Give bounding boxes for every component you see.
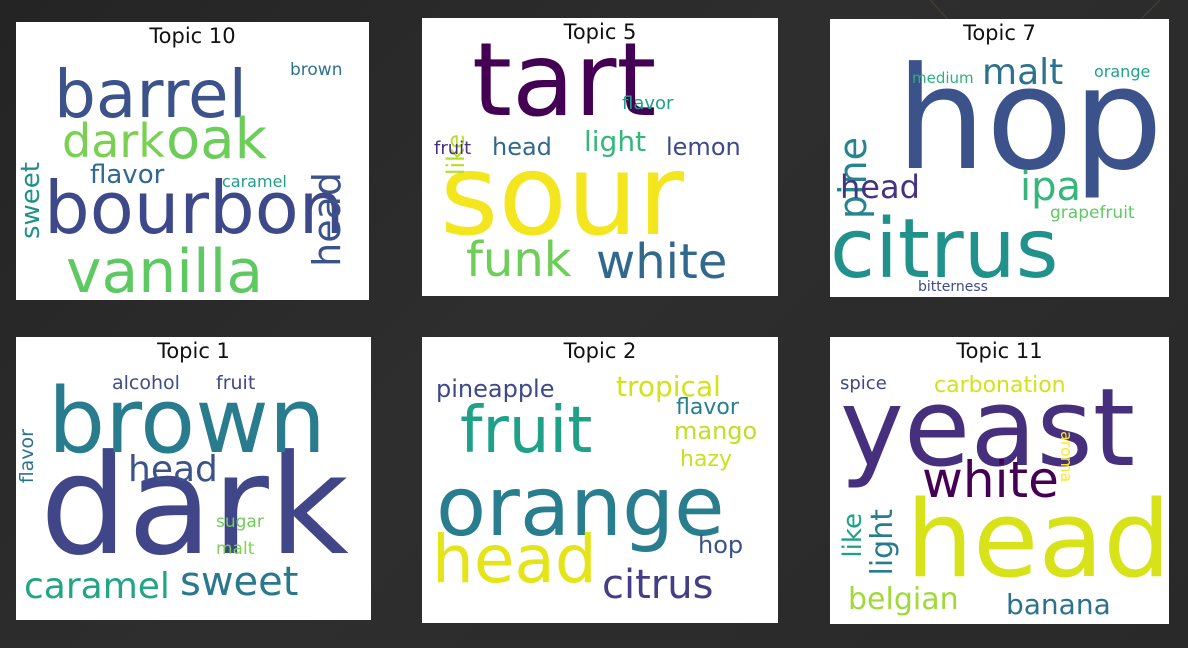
word-yeast: yeast (840, 366, 1136, 491)
wordcloud-panel-topic-11: Topic 11 yeast head white light like belgian b… (830, 337, 1169, 624)
chart-title: Topic 11 (956, 339, 1043, 363)
word-oak: oak (166, 107, 268, 172)
word-ipa: ipa (1020, 164, 1082, 210)
word-orange: orange (1094, 62, 1151, 81)
wordcloud-panel-topic-5: Topic 5 sour tart white funk light lemon head l… (422, 18, 778, 296)
word-malt: malt (216, 539, 255, 559)
word-head: head (305, 172, 349, 267)
word-brown: brown (290, 60, 343, 80)
word-tart: tart (472, 21, 657, 140)
word-light: light (865, 509, 900, 576)
word-orange: orange (436, 460, 725, 555)
word-head: head (432, 521, 597, 598)
word-fruit: fruit (460, 394, 593, 468)
word-funk: funk (466, 232, 572, 288)
word-white: white (596, 234, 728, 290)
word-hazy: hazy (680, 447, 732, 472)
word-dark: dark (40, 425, 349, 586)
chart-title: Topic 7 (963, 21, 1036, 45)
word-bitterness: bitterness (918, 279, 988, 295)
word-citrus: citrus (830, 202, 1059, 297)
word-alcohol: alcohol (112, 372, 180, 394)
word-medium: medium (912, 69, 974, 87)
word-banana: banana (1006, 588, 1111, 621)
word-flavor: flavor (90, 160, 165, 190)
wordcloud-panel-topic-1: Topic 1 dark brown sweet caramel head flavor a… (16, 337, 371, 620)
word-carbonation: carbonation (934, 373, 1066, 398)
word-bourbon: bourbon (44, 166, 345, 250)
word-pineapple: pineapple (436, 375, 555, 403)
word-sweet: sweet (16, 162, 46, 239)
wordcloud-panel-topic-10: Topic 10 bourbon barrel vanilla oak dark head… (16, 22, 369, 300)
word-aroma: aroma (1057, 431, 1076, 483)
word-belgian: belgian (848, 582, 959, 617)
word-sweet: sweet (180, 559, 299, 605)
word-sugar: sugar (216, 512, 264, 532)
word-flavor: flavor (16, 429, 38, 484)
word-dark: dark (62, 114, 165, 168)
word-hop: hop (896, 37, 1164, 202)
word-fruit: fruit (216, 372, 256, 394)
word-tropical: tropical (616, 370, 721, 403)
word-mango: mango (674, 417, 758, 445)
word-malt: malt (982, 52, 1064, 93)
word-caramel: caramel (24, 566, 170, 607)
word-flavor: flavor (622, 93, 674, 114)
word-caramel: caramel (222, 172, 287, 191)
word-flavor: flavor (676, 395, 739, 420)
word-like: like (838, 513, 868, 558)
word-head: head (492, 133, 552, 161)
word-sour: sour (440, 131, 684, 261)
wordcloud-panel-topic-2: Topic 2 orange fruit head citrus tropical pin… (422, 337, 778, 623)
word-white: white (922, 451, 1059, 509)
word-head: head (128, 449, 218, 490)
word-head: head (840, 168, 920, 206)
word-fruit: fruit (434, 138, 472, 159)
word-barrel: barrel (54, 56, 247, 133)
word-grapefruit: grapefruit (1050, 203, 1135, 223)
word-spice: spice (840, 373, 887, 394)
word-head: head (906, 478, 1169, 601)
word-brown: brown (48, 369, 326, 474)
word-lemon: lemon (666, 133, 741, 161)
chart-title: Topic 5 (563, 20, 637, 44)
word-citrus: citrus (602, 562, 714, 608)
chart-title: Topic 2 (563, 339, 637, 363)
word-vanilla: vanilla (66, 237, 264, 300)
chart-title: Topic 10 (149, 24, 236, 48)
wordcloud-panel-topic-7: Topic 7 hop citrus malt ipa pine head medium or… (830, 19, 1169, 297)
chart-title: Topic 1 (157, 339, 230, 363)
word-light: light (584, 125, 647, 158)
word-hop: hop (698, 531, 744, 559)
